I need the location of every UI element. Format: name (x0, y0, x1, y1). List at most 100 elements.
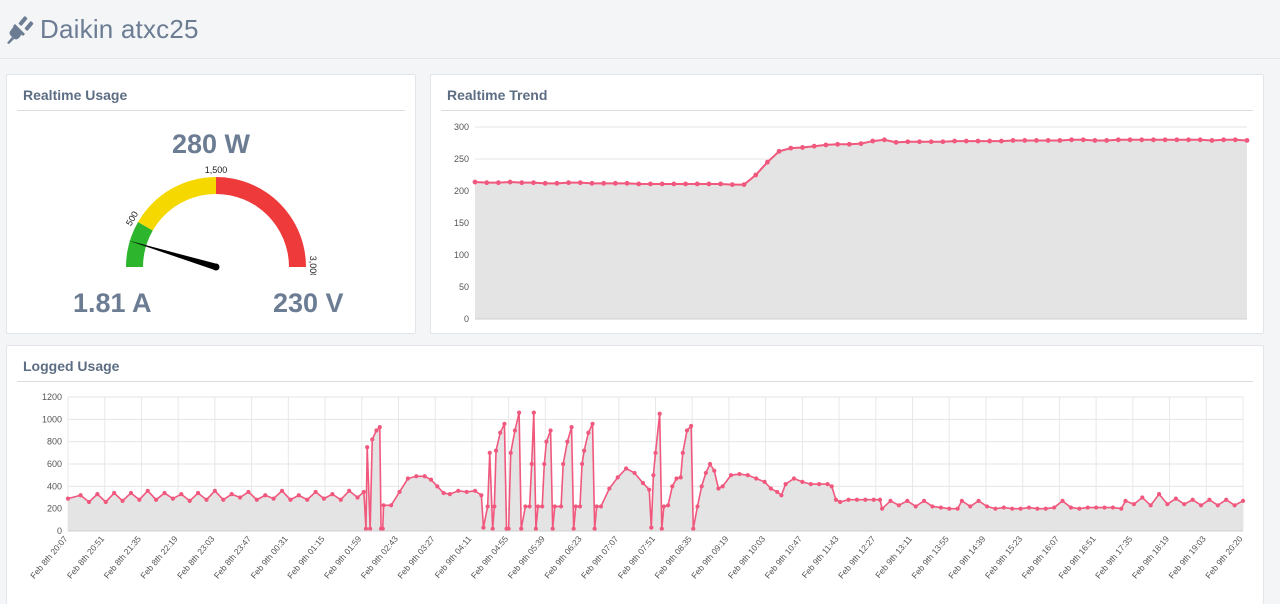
data-point (1209, 138, 1215, 143)
data-point (783, 482, 788, 487)
data-point (330, 492, 335, 497)
data-point (1127, 137, 1133, 143)
data-point (527, 504, 532, 509)
data-point (566, 180, 571, 186)
data-point (381, 503, 386, 508)
data-point (535, 504, 541, 509)
data-point (707, 461, 713, 467)
y-tick-label: 0 (464, 314, 469, 324)
data-point (1026, 505, 1032, 510)
data-point (355, 495, 360, 500)
y-tick-label: 100 (454, 250, 469, 260)
data-point (1085, 505, 1090, 510)
data-point (263, 493, 268, 498)
x-tick-label: Feb 9th 09:19 (689, 534, 731, 581)
data-point (893, 139, 899, 145)
realtime-usage-card: Realtime Usage 280 W 500 1,500 3,000 1.81 … (6, 74, 416, 334)
card-title: Logged Usage (23, 358, 120, 374)
y-tick-label: 1000 (42, 414, 62, 424)
data-point (680, 450, 685, 455)
x-tick-label: Feb 8th 22:19 (138, 534, 180, 581)
data-point (728, 473, 734, 478)
data-point (928, 139, 934, 145)
data-point (659, 181, 665, 187)
data-point (246, 489, 251, 495)
data-point (485, 504, 490, 509)
x-tick-label: Feb 9th 11:43 (800, 534, 841, 580)
data-point (674, 476, 679, 481)
data-point (204, 497, 209, 502)
plug-icon (7, 16, 34, 44)
x-tick-label: Feb 9th 16:07 (1020, 534, 1062, 581)
data-point (313, 489, 318, 495)
data-point (321, 496, 327, 501)
data-point (472, 488, 478, 493)
data-point (594, 504, 599, 509)
data-point (571, 526, 576, 531)
y-tick-label: 50 (459, 282, 469, 292)
data-point (952, 138, 957, 144)
y-tick-label: 400 (47, 481, 62, 491)
x-tick-label: Feb 8th 20:07 (28, 534, 70, 581)
data-point (162, 490, 167, 496)
x-tick-label: Feb 8th 21:35 (102, 534, 144, 581)
data-point (1140, 495, 1145, 500)
data-point (479, 493, 484, 498)
x-tick-label: Feb 9th 05:39 (505, 534, 547, 581)
data-point (1068, 505, 1074, 510)
data-point (1119, 506, 1124, 511)
data-point (753, 172, 759, 178)
data-point (1115, 137, 1121, 143)
x-tick-label: Feb 9th 16:51 (1056, 534, 1098, 581)
data-point (877, 497, 883, 502)
data-point (858, 141, 864, 147)
data-point (930, 504, 935, 509)
data-point (665, 503, 671, 508)
data-point (987, 138, 993, 144)
data-point (1232, 137, 1238, 143)
data-point (716, 486, 721, 491)
data-point (838, 499, 843, 505)
x-tick-label: Feb 9th 15:23 (983, 534, 1025, 581)
data-point (880, 506, 885, 511)
data-point (762, 479, 767, 484)
data-point (653, 450, 658, 455)
data-point (661, 504, 666, 509)
data-point (487, 450, 492, 455)
data-point (659, 526, 664, 531)
data-point (905, 139, 911, 145)
data-point (1094, 505, 1099, 510)
y-tick-label: 200 (47, 504, 62, 514)
data-point (507, 179, 513, 185)
data-point (745, 473, 750, 478)
data-point (1207, 497, 1212, 502)
data-point (607, 486, 612, 491)
x-tick-label: Feb 9th 19:03 (1166, 534, 1208, 581)
gauge-tick-label: 1,500 (205, 165, 228, 175)
data-point (441, 490, 446, 496)
x-tick-label: Feb 8th 23:47 (212, 534, 254, 581)
data-point (955, 506, 960, 511)
data-point (968, 504, 973, 509)
data-point (542, 461, 547, 467)
voltage-reading: 230 V (273, 288, 344, 318)
x-tick-label: Feb 9th 10:03 (726, 534, 768, 581)
data-point (120, 498, 125, 503)
data-point (823, 142, 829, 148)
data-point (811, 143, 817, 149)
data-point (254, 497, 259, 502)
data-point (112, 490, 117, 496)
data-point (683, 181, 688, 187)
data-point (870, 138, 876, 144)
data-point (472, 179, 478, 185)
x-tick-label: Feb 9th 02:43 (359, 534, 401, 581)
gauge-tick-label: 3,000 (308, 256, 318, 275)
gauge-band-1 (138, 177, 216, 231)
data-point (963, 138, 969, 144)
data-point (405, 476, 411, 481)
data-point (1010, 138, 1016, 143)
data-point (493, 448, 499, 453)
data-point (569, 425, 574, 430)
data-point (984, 504, 990, 509)
data-point (706, 181, 712, 187)
